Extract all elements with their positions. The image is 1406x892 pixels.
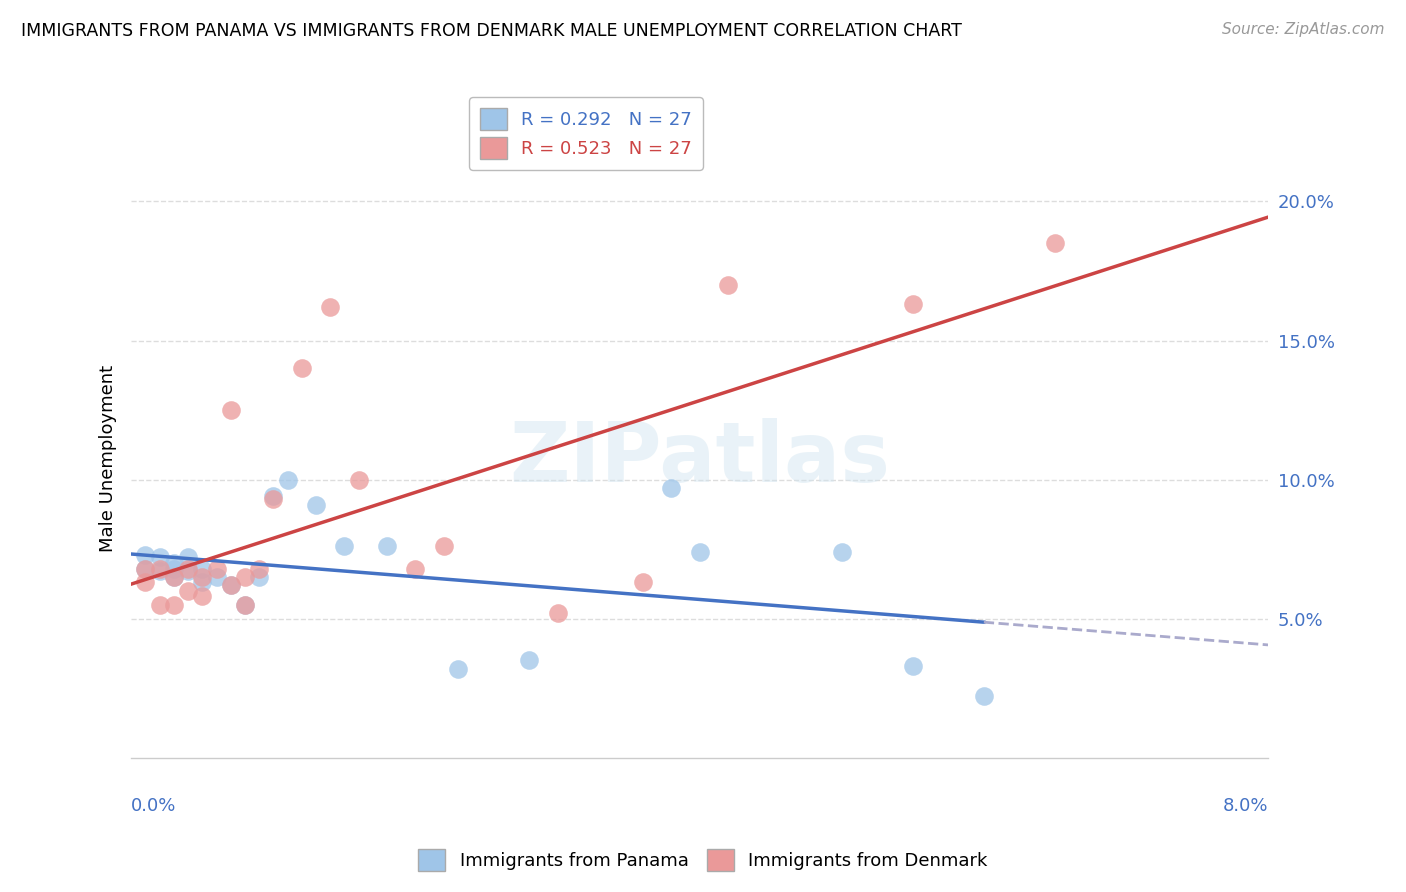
Point	[717, 277, 740, 292]
Text: IMMIGRANTS FROM PANAMA VS IMMIGRANTS FROM DENMARK MALE UNEMPLOYMENT CORRELATION : IMMIGRANTS FROM PANAMA VS IMMIGRANTS FRO…	[21, 22, 962, 40]
Point	[191, 590, 214, 604]
Point	[901, 297, 924, 311]
Point	[149, 561, 172, 575]
Point	[149, 565, 172, 579]
Point	[149, 598, 172, 612]
Point	[659, 481, 682, 495]
Point	[191, 575, 214, 590]
Point	[191, 561, 214, 575]
Point	[375, 539, 398, 553]
Y-axis label: Male Unemployment: Male Unemployment	[100, 365, 117, 552]
Point	[163, 561, 186, 575]
Point	[233, 598, 256, 612]
Point	[134, 561, 156, 575]
Point	[319, 300, 342, 314]
Point	[219, 403, 242, 417]
Point	[219, 578, 242, 592]
Point	[631, 575, 654, 590]
Point	[149, 550, 172, 565]
Point	[305, 498, 328, 512]
Point	[191, 570, 214, 584]
Text: ZIPatlas: ZIPatlas	[509, 418, 890, 500]
Point	[901, 659, 924, 673]
Point	[163, 556, 186, 570]
Point	[247, 561, 270, 575]
Point	[177, 565, 200, 579]
Point	[277, 473, 299, 487]
Point	[134, 561, 156, 575]
Point	[219, 578, 242, 592]
Point	[177, 561, 200, 575]
Point	[205, 561, 228, 575]
Point	[433, 539, 456, 553]
Point	[347, 473, 370, 487]
Point	[163, 570, 186, 584]
Legend: R = 0.292   N = 27, R = 0.523   N = 27: R = 0.292 N = 27, R = 0.523 N = 27	[470, 97, 703, 170]
Point	[547, 606, 569, 620]
Text: 8.0%: 8.0%	[1223, 797, 1268, 814]
Point	[333, 539, 356, 553]
Point	[291, 361, 314, 376]
Point	[134, 548, 156, 562]
Legend: Immigrants from Panama, Immigrants from Denmark: Immigrants from Panama, Immigrants from …	[411, 842, 995, 879]
Point	[177, 583, 200, 598]
Point	[973, 690, 995, 704]
Point	[163, 570, 186, 584]
Text: 0.0%: 0.0%	[131, 797, 177, 814]
Point	[177, 550, 200, 565]
Point	[262, 491, 284, 506]
Point	[404, 561, 426, 575]
Point	[1043, 236, 1066, 251]
Text: Source: ZipAtlas.com: Source: ZipAtlas.com	[1222, 22, 1385, 37]
Point	[517, 653, 540, 667]
Point	[233, 570, 256, 584]
Point	[831, 545, 853, 559]
Point	[247, 570, 270, 584]
Point	[134, 575, 156, 590]
Point	[689, 545, 711, 559]
Point	[233, 598, 256, 612]
Point	[447, 662, 470, 676]
Point	[205, 570, 228, 584]
Point	[163, 598, 186, 612]
Point	[262, 489, 284, 503]
